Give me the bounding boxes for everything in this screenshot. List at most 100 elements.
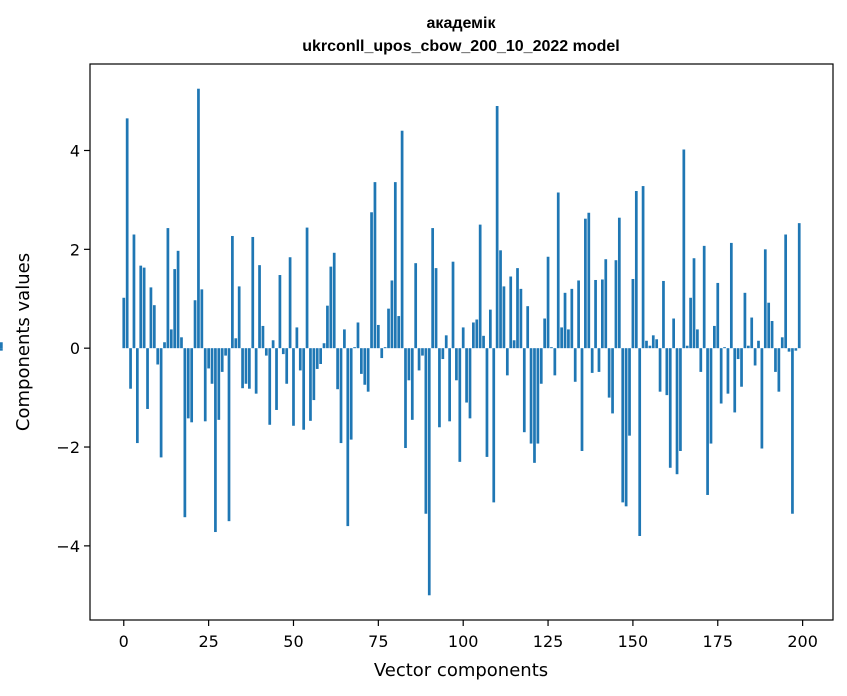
y-axis-label: Components values xyxy=(13,253,34,431)
bar-component-53 xyxy=(302,348,306,430)
bar-component-85 xyxy=(410,348,414,420)
bar-component-33 xyxy=(234,338,238,349)
bar-component-61 xyxy=(329,266,333,349)
bar-component-55 xyxy=(309,348,312,421)
bar-component-127 xyxy=(553,348,557,376)
bar-component-115 xyxy=(512,340,516,349)
bar-component-170 xyxy=(699,348,703,372)
bar-component-176 xyxy=(719,348,723,404)
bar-component-76 xyxy=(380,348,384,359)
bar-component-142 xyxy=(604,259,608,349)
bar-component-147 xyxy=(621,348,625,503)
bar-component-191 xyxy=(770,321,774,349)
bar-component-120 xyxy=(529,348,533,444)
bar-component-36 xyxy=(244,348,248,384)
bar-component-75 xyxy=(376,324,380,349)
bar-component-16 xyxy=(176,250,180,349)
bar-component-124 xyxy=(543,318,547,349)
bar-component-82 xyxy=(400,130,404,349)
bars-group xyxy=(0,88,801,596)
bar-component-44 xyxy=(271,340,275,349)
bar-component-undefined xyxy=(0,342,3,349)
bar-component-166 xyxy=(685,345,689,349)
bar-component-42 xyxy=(264,348,268,356)
bar-component-37 xyxy=(248,348,251,389)
bar-component-63 xyxy=(336,348,339,390)
bar-component-179 xyxy=(729,242,733,349)
bar-component-146 xyxy=(617,217,621,349)
bar-component-190 xyxy=(767,302,771,349)
bar-component-138 xyxy=(590,348,594,373)
bar-component-180 xyxy=(733,348,737,413)
bar-component-6 xyxy=(142,267,146,349)
bar-component-57 xyxy=(315,348,319,369)
bar-component-78 xyxy=(387,308,390,349)
chart-title-line-1: академік xyxy=(427,15,497,32)
bar-component-86 xyxy=(414,263,418,349)
bar-component-139 xyxy=(594,279,597,349)
bar-component-7 xyxy=(146,348,149,409)
bar-component-59 xyxy=(322,343,326,349)
bar-component-38 xyxy=(251,236,255,349)
bar-component-100 xyxy=(461,327,465,349)
bar-component-21 xyxy=(193,300,197,349)
bar-component-171 xyxy=(702,245,706,349)
bar-component-182 xyxy=(740,348,743,387)
bar-component-135 xyxy=(580,348,584,451)
bar-component-52 xyxy=(298,348,302,371)
bar-component-8 xyxy=(149,287,153,349)
bar-component-74 xyxy=(373,182,377,349)
bar-component-177 xyxy=(723,347,726,349)
bar-component-161 xyxy=(668,348,672,468)
bar-component-94 xyxy=(441,348,445,360)
bar-component-90 xyxy=(427,348,431,596)
bar-component-133 xyxy=(573,348,577,382)
bar-component-102 xyxy=(468,348,472,419)
bar-component-188 xyxy=(760,348,764,449)
bar-component-71 xyxy=(363,348,367,385)
bar-component-118 xyxy=(522,348,526,433)
bar-component-107 xyxy=(485,348,489,457)
bar-component-101 xyxy=(465,348,468,403)
bar-component-97 xyxy=(451,261,455,349)
bar-component-32 xyxy=(231,235,234,349)
bar-component-undefined xyxy=(0,348,3,351)
y-tick-label: 0 xyxy=(70,339,80,358)
bar-component-186 xyxy=(753,348,757,366)
bar-component-54 xyxy=(305,227,309,349)
bar-component-98 xyxy=(455,348,458,381)
bar-component-128 xyxy=(556,192,560,349)
x-tick-label: 175 xyxy=(702,632,733,651)
bar-component-196 xyxy=(787,348,791,352)
bar-component-116 xyxy=(516,268,519,349)
bar-component-84 xyxy=(407,348,411,381)
x-tick-label: 125 xyxy=(533,632,564,651)
bar-component-150 xyxy=(631,278,635,349)
bar-component-143 xyxy=(607,348,611,398)
bar-component-49 xyxy=(288,257,292,349)
bar-component-103 xyxy=(472,322,475,349)
bar-component-22 xyxy=(197,88,200,349)
bar-component-104 xyxy=(475,319,479,349)
bar-component-183 xyxy=(743,292,747,349)
bar-component-4 xyxy=(135,348,139,444)
bar-component-50 xyxy=(292,348,295,426)
bar-component-119 xyxy=(526,306,530,349)
bar-component-88 xyxy=(421,348,424,356)
x-tick-label: 100 xyxy=(448,632,479,651)
bar-component-40 xyxy=(258,265,261,349)
bar-component-173 xyxy=(709,348,713,444)
bar-component-62 xyxy=(332,252,336,349)
bar-component-27 xyxy=(214,348,217,533)
bar-component-198 xyxy=(794,348,798,351)
bar-component-66 xyxy=(346,348,350,527)
bar-component-158 xyxy=(658,348,662,392)
bar-component-129 xyxy=(560,327,563,349)
bar-component-26 xyxy=(210,348,214,384)
bar-component-181 xyxy=(736,348,740,360)
bar-component-3 xyxy=(132,234,136,349)
chart-title-line-2: ukrconll_upos_cbow_200_10_2022 model xyxy=(302,38,619,55)
bar-component-48 xyxy=(285,348,289,384)
bar-component-151 xyxy=(634,191,638,349)
bar-component-157 xyxy=(655,339,659,349)
